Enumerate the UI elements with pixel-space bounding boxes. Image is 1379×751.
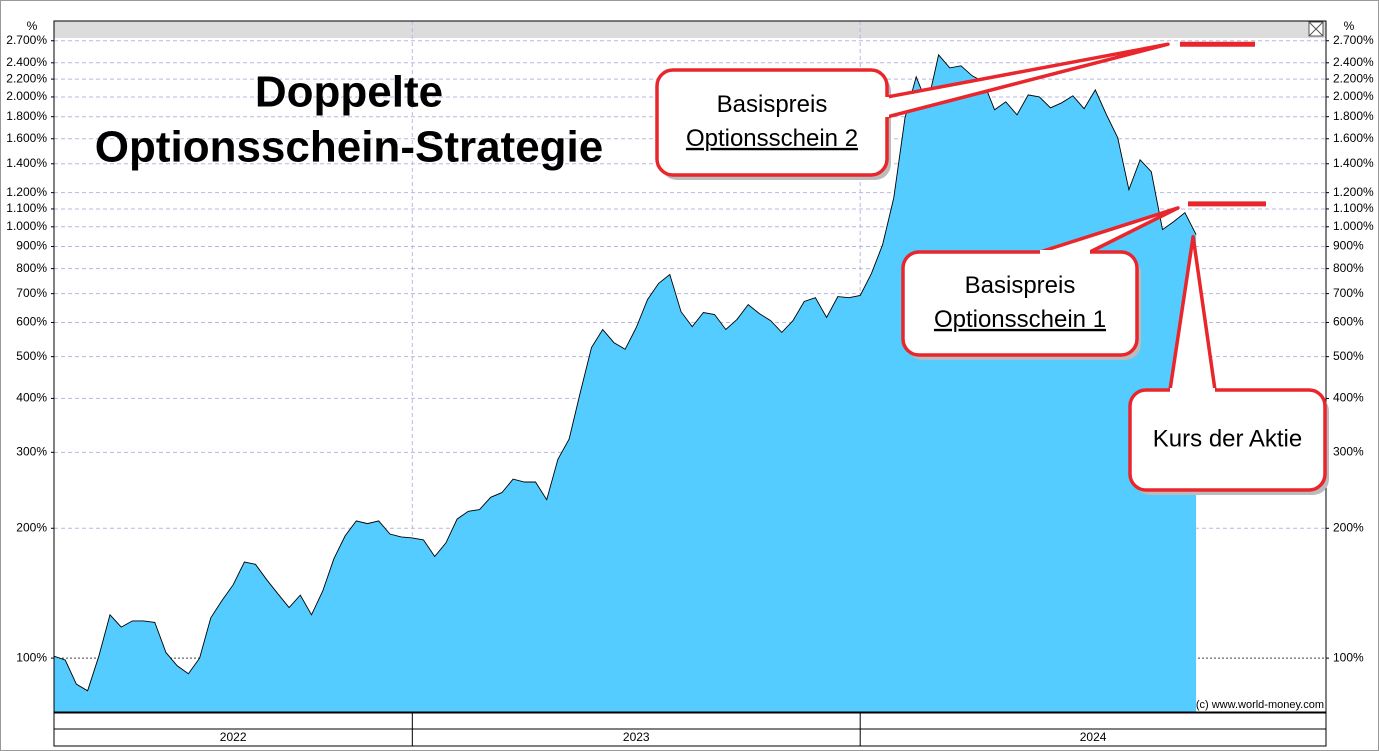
y-tick-label: 1.200% xyxy=(6,185,47,199)
callout: Basispreis Optionsschein 1 xyxy=(901,206,1180,360)
callout-box xyxy=(655,68,889,177)
callout-text: Optionsschein 2 xyxy=(686,125,858,152)
callout-box xyxy=(1128,388,1327,492)
top-strip xyxy=(54,21,1326,38)
chart-title: Doppelte xyxy=(255,68,443,117)
y2-tick-label: 500% xyxy=(1333,349,1364,363)
y-tick-label: 700% xyxy=(16,286,47,300)
callout-box xyxy=(901,250,1139,357)
y2-unit: % xyxy=(1344,19,1355,33)
y2-tick-label: 200% xyxy=(1333,520,1364,534)
y-tick-label: 2.700% xyxy=(6,33,47,47)
callout: Basispreis Optionsschein 2 xyxy=(655,42,1170,180)
y2-tick-label: 2.200% xyxy=(1333,71,1374,85)
y2-tick-label: 700% xyxy=(1333,286,1364,300)
y-tick-label: 2.400% xyxy=(6,55,47,69)
y-tick-label: 1.800% xyxy=(6,109,47,123)
x-tick-label: 2023 xyxy=(623,730,650,744)
y-tick-label: 600% xyxy=(16,315,47,329)
y2-tick-label: 2.700% xyxy=(1333,33,1374,47)
chart-title: Optionsschein-Strategie xyxy=(95,123,604,172)
plot-frame xyxy=(53,20,1327,713)
y2-tick-label: 1.600% xyxy=(1333,131,1374,145)
y-tick-label: 200% xyxy=(16,520,47,534)
y-tick-label: 300% xyxy=(16,444,47,458)
callout-pointer-join xyxy=(1170,388,1215,393)
y2-tick-label: 1.800% xyxy=(1333,109,1374,123)
y2-tick-label: 1.400% xyxy=(1333,156,1374,170)
y2-tick-label: 600% xyxy=(1333,315,1364,329)
price-line xyxy=(53,53,1197,692)
y-tick-label: 100% xyxy=(16,650,47,664)
y-tick-label: 1.600% xyxy=(6,131,47,145)
callout-text: Basispreis xyxy=(965,272,1076,299)
y-tick-label: 1.100% xyxy=(6,201,47,215)
y-tick-label: 2.200% xyxy=(6,71,47,85)
x-tick-label: 2022 xyxy=(220,730,247,744)
y2-tick-label: 100% xyxy=(1333,650,1364,664)
y2-tick-label: 1.100% xyxy=(1333,201,1374,215)
y-tick-label: 2.000% xyxy=(6,89,47,103)
callout-text: Basispreis xyxy=(717,91,828,118)
y-tick-label: 500% xyxy=(16,349,47,363)
source: (c) www.world-money.com xyxy=(1196,699,1324,711)
y2-tick-label: 300% xyxy=(1333,444,1364,458)
y2-tick-label: 900% xyxy=(1333,239,1364,253)
y-unit: % xyxy=(27,19,38,33)
y2-tick-label: 2.400% xyxy=(1333,55,1374,69)
callout-pointer-join xyxy=(884,97,889,117)
x-tick-label: 2024 xyxy=(1080,730,1107,744)
close-icon[interactable] xyxy=(1308,21,1324,37)
y-tick-label: 1.400% xyxy=(6,156,47,170)
y-tick-label: 900% xyxy=(16,239,47,253)
y2-tick-label: 1.200% xyxy=(1333,185,1374,199)
y2-tick-label: 2.000% xyxy=(1333,89,1374,103)
callout-text: Optionsschein 1 xyxy=(934,306,1106,333)
callout-text: Kurs der Aktie xyxy=(1153,425,1302,452)
y2-tick-label: 800% xyxy=(1333,261,1364,275)
y-tick-label: 400% xyxy=(16,391,47,405)
y2-tick-label: 400% xyxy=(1333,391,1364,405)
callout-pointer-join xyxy=(1040,250,1090,255)
y-tick-label: 800% xyxy=(16,261,47,275)
y2-tick-label: 1.000% xyxy=(1333,219,1374,233)
callout: Kurs der Aktie xyxy=(1128,234,1329,495)
y-tick-label: 1.000% xyxy=(6,219,47,233)
